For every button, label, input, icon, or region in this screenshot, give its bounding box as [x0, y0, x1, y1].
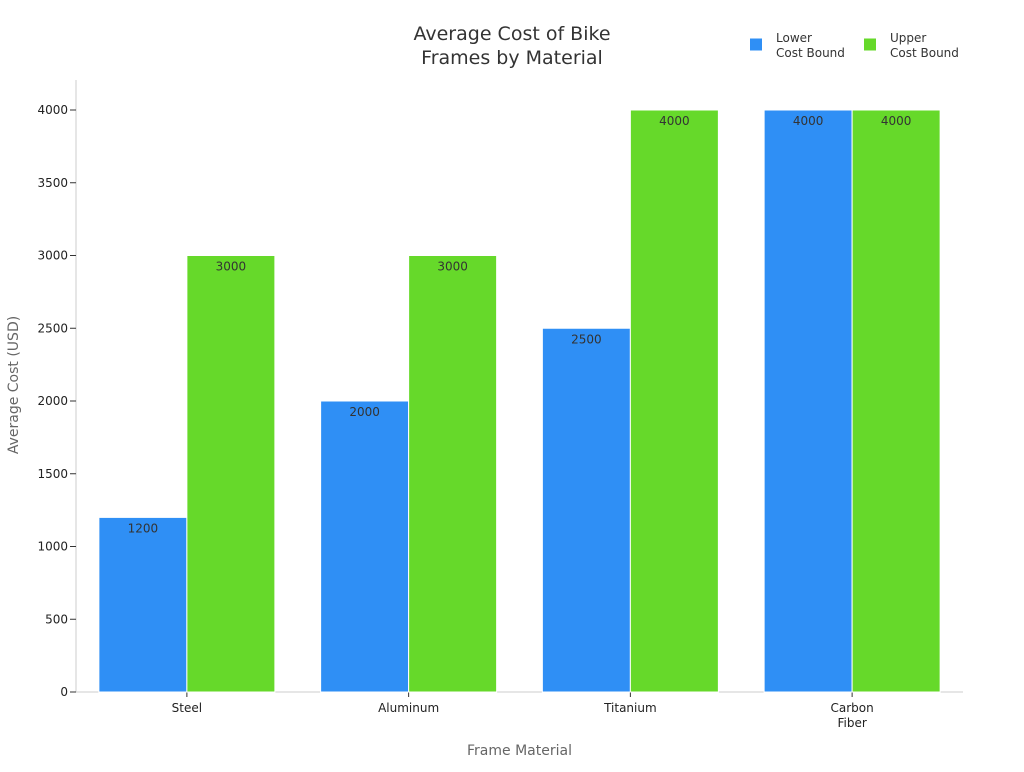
bars	[98, 109, 941, 693]
y-tick-label: 2500	[37, 321, 68, 335]
chart-title-text: Average Cost of Bike Frames by Material	[413, 23, 610, 69]
data-label: 2000	[349, 405, 380, 419]
y-tick-label: 0	[60, 685, 68, 699]
legend-label-1: Upper Cost Bound	[890, 31, 959, 60]
bar-upper-1	[408, 255, 498, 693]
bar-lower-3	[763, 109, 853, 693]
y-axis-title: Average Cost (USD)	[6, 316, 22, 454]
x-tick-label: Titanium	[603, 701, 657, 715]
x-tick-label: Carbon Fiber	[831, 701, 874, 730]
x-axis-title: Frame Material	[467, 743, 572, 759]
y-tick-label: 4000	[37, 103, 68, 117]
x-tick-label: Steel	[172, 701, 202, 715]
data-label: 1200	[128, 521, 159, 535]
y-tick-label: 500	[45, 612, 68, 626]
x-tick-label: Aluminum	[378, 701, 439, 715]
data-label: 4000	[793, 114, 824, 128]
data-label: 3000	[437, 260, 468, 274]
axes: 0 500 1000 1500 2000 2500 3000 3500 4000 Steel Alu…	[6, 80, 963, 759]
y-tick-label: 1500	[37, 467, 68, 481]
bar-lower-1	[320, 400, 410, 693]
legend: Lower Cost Bound Upper Cost Bound	[750, 31, 959, 60]
data-label: 2500	[571, 332, 602, 346]
y-tick-label: 3500	[37, 176, 68, 190]
legend-swatch-1	[864, 38, 876, 51]
bar-upper-0	[186, 255, 276, 693]
legend-label-0: Lower Cost Bound	[776, 31, 845, 60]
legend-swatch-0	[750, 38, 762, 51]
chart-title: Average Cost of Bike Frames by Material	[413, 23, 610, 69]
y-tick-label: 3000	[37, 249, 68, 263]
bar-upper-3	[851, 109, 941, 693]
data-label: 4000	[659, 114, 690, 128]
data-labels: 1200 3000 2000 3000 2500 4000 4000 4000	[128, 114, 912, 535]
bar-lower-2	[541, 327, 631, 693]
y-tick-label: 2000	[37, 394, 68, 408]
bar-lower-0	[98, 516, 188, 693]
data-label: 3000	[216, 260, 247, 274]
y-tick-label: 1000	[37, 540, 68, 554]
bar-upper-2	[629, 109, 719, 693]
data-label: 4000	[881, 114, 912, 128]
